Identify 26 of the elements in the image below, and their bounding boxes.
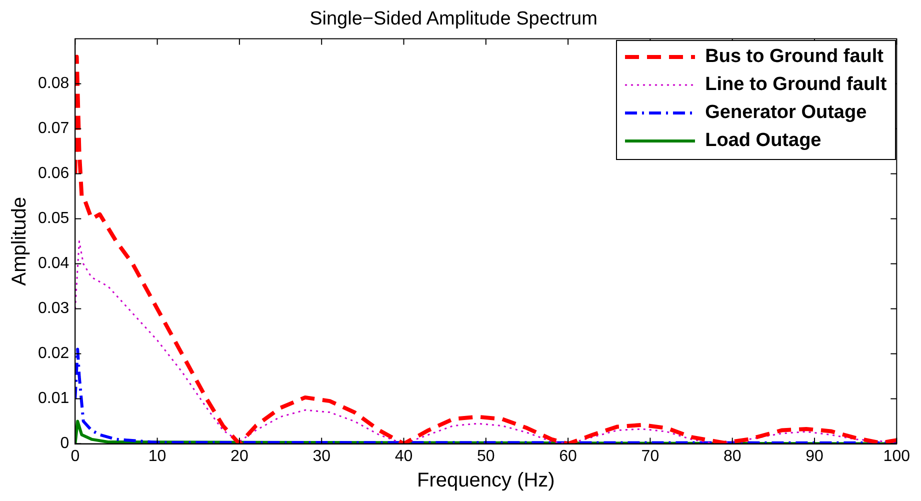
legend-label: Bus to Ground fault	[705, 46, 884, 68]
x-axis-title: Frequency (Hz)	[416, 470, 555, 492]
y-tick-label: 0.06	[38, 165, 70, 182]
y-tick-label: 0	[60, 435, 70, 452]
x-tick-label: 10	[148, 448, 166, 465]
y-tick-label: 0.07	[38, 120, 70, 138]
x-tick-label: 80	[723, 448, 742, 465]
y-tick-label: 0.02	[38, 345, 70, 362]
chart-title: Single−Sided Amplitude Spectrum	[310, 8, 598, 30]
x-tick-label: 60	[559, 448, 578, 465]
y-tick-label: 0.01	[38, 390, 70, 408]
y-tick-label: 0.03	[38, 300, 70, 318]
x-tick-label: 30	[312, 448, 331, 465]
x-tick-label: 70	[641, 448, 660, 465]
x-tick-label: 100	[883, 448, 910, 465]
legend-label: Line to Ground fault	[705, 74, 887, 96]
legend-label: Load Outage	[705, 130, 822, 152]
x-tick-label: 50	[477, 448, 495, 465]
x-tick-label: 90	[806, 448, 824, 465]
legend-label: Generator Outage	[705, 102, 867, 124]
y-tick-label: 0.05	[38, 210, 70, 228]
y-axis-title: Amplitude	[8, 196, 31, 286]
x-tick-label: 40	[394, 448, 413, 465]
x-tick-label: 20	[230, 448, 248, 465]
y-tick-label: 0.08	[38, 75, 70, 92]
y-tick-label: 0.04	[38, 255, 70, 272]
